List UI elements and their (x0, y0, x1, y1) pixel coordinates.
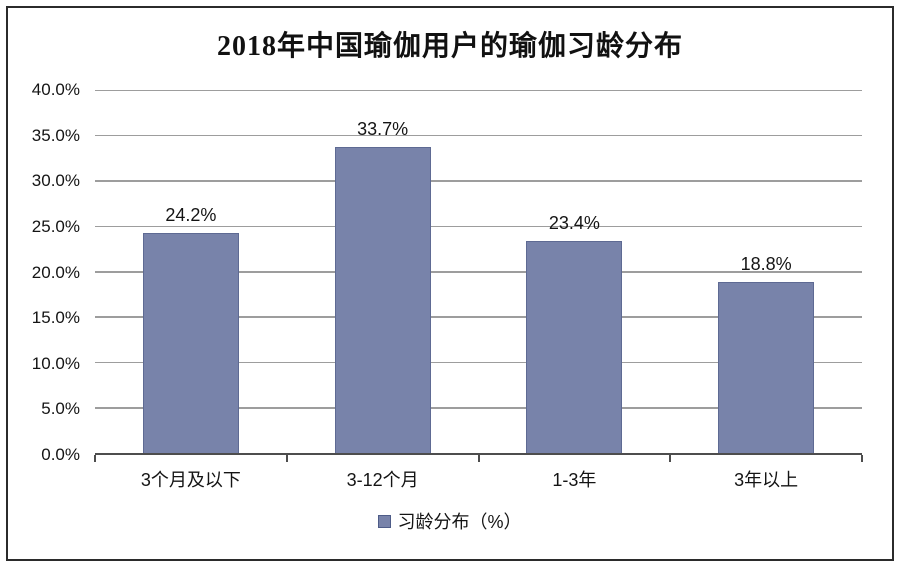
x-axis-tick (285, 455, 288, 462)
bar-value-label: 18.8% (740, 254, 792, 275)
legend-label: 习龄分布（%） (397, 512, 522, 532)
x-axis-tick (477, 455, 480, 462)
bar-value-label: 23.4% (548, 212, 600, 233)
legend-marker (378, 514, 392, 528)
x-tick-label: 3年以上 (734, 470, 799, 490)
gridline (95, 134, 862, 137)
legend: 习龄分布（%） (0, 508, 900, 534)
x-tick-label: 3-12个月 (346, 470, 419, 490)
gridline (95, 407, 862, 409)
bar-value-label: 24.2% (165, 205, 217, 226)
gridline (95, 316, 862, 318)
x-axis-tick (861, 455, 863, 462)
gridline (95, 89, 862, 91)
y-tick-label: 10.0% (31, 353, 80, 373)
y-tick-label: 25.0% (31, 216, 80, 236)
x-tick-label: 3个月及以下 (140, 470, 241, 490)
y-axis: 0.0% 5.0% 10.0% 15.0% 20.0% 25.0% 30.0% 35.0% 40… (0, 81, 80, 464)
y-tick-label: 0.0% (41, 445, 80, 464)
y-tick-label: 30.0% (31, 171, 80, 191)
y-tick-label: 40.0% (31, 80, 80, 99)
bar-2 (334, 147, 431, 453)
bar-value-label: 33.7% (357, 119, 409, 140)
gridline (95, 361, 862, 364)
chart-title: 2018年中国瑜伽用户的瑜伽习龄分布 (216, 31, 683, 62)
x-tick-label: 1-3年 (552, 470, 597, 490)
y-tick-label: 5.0% (41, 399, 80, 419)
gridline (95, 225, 862, 228)
y-tick-label: 35.0% (31, 125, 80, 145)
x-axis-labels: 3个月及以下 3-12个月 1-3年 3年以上 (95, 466, 862, 492)
gridline (95, 180, 862, 182)
x-axis-tick (669, 455, 672, 462)
gridline (95, 271, 862, 273)
bar-3 (526, 240, 623, 453)
bar-1 (142, 233, 239, 453)
x-axis-tick (94, 455, 96, 462)
y-tick-label: 15.0% (31, 308, 80, 328)
bar-4 (718, 282, 815, 453)
plot-area: 24.2% 33.7% 23.4% 18.8% (94, 89, 863, 462)
y-tick-label: 20.0% (31, 262, 80, 282)
